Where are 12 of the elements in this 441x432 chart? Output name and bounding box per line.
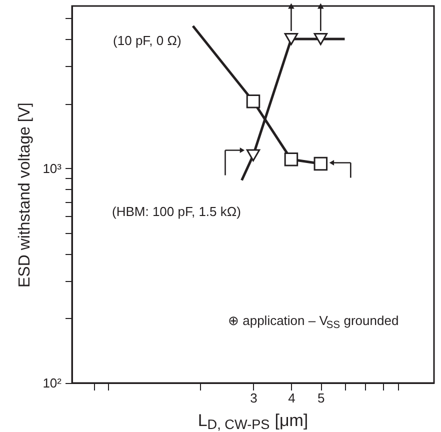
y-axis-title: ESD withstand voltage [V] — [16, 102, 34, 288]
x-tick-label: 3 — [250, 390, 258, 406]
x-tick-label: 4 — [288, 390, 296, 406]
point — [246, 94, 260, 108]
y-tick-label: 10³ — [42, 160, 62, 176]
y-tick-label: 10² — [42, 376, 62, 390]
point — [314, 156, 328, 171]
annotation: (HBM: 100 pF, 1.5 kΩ) — [112, 204, 241, 219]
point — [314, 32, 328, 46]
x-tick-label: 5 — [318, 390, 325, 406]
point — [246, 149, 260, 162]
annotation: (10 pF, 0 Ω) — [113, 33, 182, 48]
